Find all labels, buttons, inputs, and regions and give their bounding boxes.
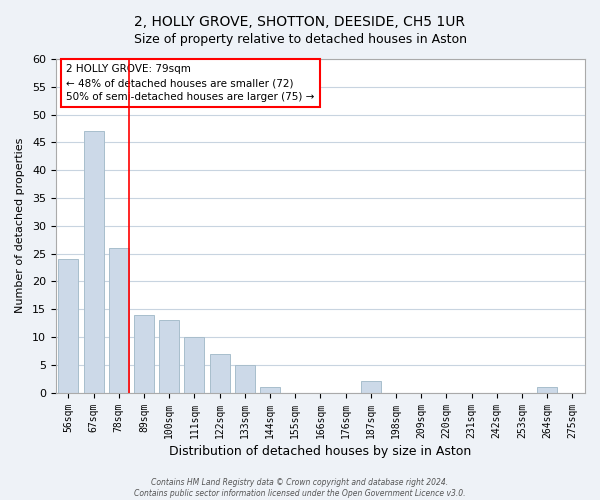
Text: 2, HOLLY GROVE, SHOTTON, DEESIDE, CH5 1UR: 2, HOLLY GROVE, SHOTTON, DEESIDE, CH5 1U… — [134, 15, 466, 29]
Text: Contains HM Land Registry data © Crown copyright and database right 2024.
Contai: Contains HM Land Registry data © Crown c… — [134, 478, 466, 498]
Bar — [134, 314, 154, 392]
Text: 2 HOLLY GROVE: 79sqm
← 48% of detached houses are smaller (72)
50% of semi-detac: 2 HOLLY GROVE: 79sqm ← 48% of detached h… — [67, 64, 315, 102]
Bar — [109, 248, 129, 392]
Bar — [58, 259, 79, 392]
Text: Size of property relative to detached houses in Aston: Size of property relative to detached ho… — [133, 32, 467, 46]
Bar — [184, 337, 205, 392]
Bar — [235, 365, 255, 392]
X-axis label: Distribution of detached houses by size in Aston: Distribution of detached houses by size … — [169, 444, 472, 458]
Bar — [537, 387, 557, 392]
Bar — [159, 320, 179, 392]
Bar — [209, 354, 230, 393]
Bar — [260, 387, 280, 392]
Y-axis label: Number of detached properties: Number of detached properties — [15, 138, 25, 314]
Bar — [83, 132, 104, 392]
Bar — [361, 382, 381, 392]
